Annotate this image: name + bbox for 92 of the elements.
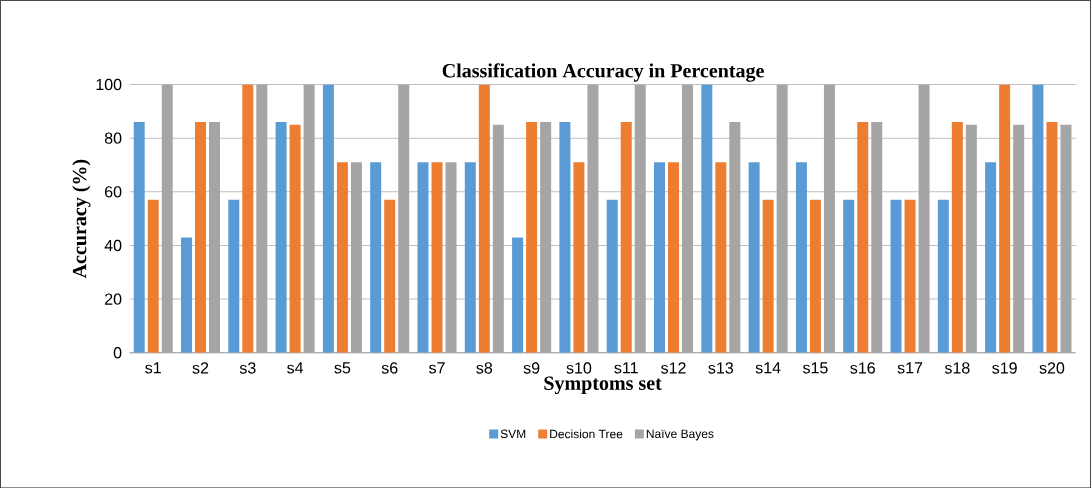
bar (587, 84, 599, 353)
y-tick-label: 60 (105, 185, 122, 198)
x-tick-label: s8 (476, 362, 493, 374)
bar (985, 162, 997, 353)
bar (573, 162, 585, 353)
bar (303, 84, 315, 353)
bar (620, 121, 632, 353)
bar (634, 84, 646, 353)
bar (654, 162, 666, 353)
legend-label: Naïve Bayes (646, 429, 714, 441)
x-tick-label: s2 (192, 362, 209, 374)
bar (606, 199, 618, 353)
bar (918, 84, 930, 353)
y-tick-label: 100 (96, 78, 122, 90)
bar (559, 121, 571, 353)
x-axis-title: Symptoms set (544, 376, 662, 394)
x-tick-label: s10 (566, 362, 592, 374)
bar (464, 162, 476, 353)
bar (823, 84, 835, 353)
bar (398, 84, 410, 353)
bar (512, 237, 524, 353)
bar (1032, 84, 1044, 353)
bar (417, 162, 429, 353)
bar (526, 121, 538, 353)
bar (965, 124, 977, 353)
bar (195, 121, 207, 353)
bar (857, 121, 869, 353)
bar (715, 162, 727, 353)
bar (951, 121, 963, 353)
y-tick-label: 40 (104, 239, 122, 251)
bar (668, 162, 680, 353)
bar (147, 199, 159, 353)
x-tick-label: s16 (850, 362, 875, 374)
bar (1060, 124, 1072, 353)
x-tick-label: s4 (287, 362, 304, 374)
bar (370, 162, 382, 353)
legend-label: Decision Tree (550, 429, 623, 439)
bar (275, 121, 287, 353)
y-tick-label: 80 (104, 132, 122, 144)
bar (478, 84, 490, 353)
bar (540, 121, 552, 353)
bar (871, 121, 883, 353)
bar (776, 84, 788, 353)
x-tick-label: s9 (523, 362, 540, 374)
x-tick-label: s5 (334, 362, 351, 374)
legend-label: SVM (500, 429, 526, 438)
bar (1046, 121, 1058, 353)
x-tick-label: s6 (381, 362, 398, 374)
bar (228, 199, 240, 353)
bar (492, 124, 504, 353)
bar (256, 84, 268, 353)
bar (322, 84, 334, 353)
bar (682, 84, 694, 353)
bar (289, 124, 301, 353)
bar (1013, 124, 1025, 353)
bar (843, 199, 855, 353)
bar (336, 162, 348, 353)
bar (242, 84, 254, 353)
bar (161, 84, 173, 353)
x-tick-label: s17 (897, 362, 923, 374)
bar (701, 84, 713, 353)
bar (133, 121, 145, 353)
x-tick-label: s19 (992, 362, 1017, 374)
bar (890, 199, 902, 353)
bar (350, 162, 362, 353)
y-tick-label: 0 (113, 346, 122, 359)
bar (431, 162, 443, 353)
x-tick-label: s14 (755, 362, 781, 374)
bar (384, 199, 396, 353)
x-tick-label: s1 (145, 362, 161, 374)
bar (795, 162, 807, 353)
x-tick-label: s20 (1039, 362, 1065, 374)
bar (809, 199, 821, 353)
bar (999, 84, 1011, 353)
bar (748, 162, 760, 353)
bar (762, 199, 774, 353)
y-axis-title: Accuracy (%) (72, 159, 91, 279)
y-tick-label: 20 (105, 293, 122, 305)
bar (937, 199, 949, 353)
x-tick-label: s15 (802, 362, 828, 374)
bar (904, 199, 916, 353)
chart-title: Classification Accuracy in Percentage (442, 63, 764, 82)
x-tick-label: s12 (661, 362, 686, 374)
bar (445, 162, 457, 353)
x-tick-label: s18 (944, 362, 970, 374)
x-tick-label: s3 (239, 362, 256, 374)
x-tick-label: s13 (708, 362, 734, 374)
x-tick-label: s11 (614, 362, 638, 374)
bar (729, 121, 741, 353)
x-tick-label: s7 (429, 362, 445, 374)
bar (209, 121, 221, 353)
bar (180, 237, 192, 353)
